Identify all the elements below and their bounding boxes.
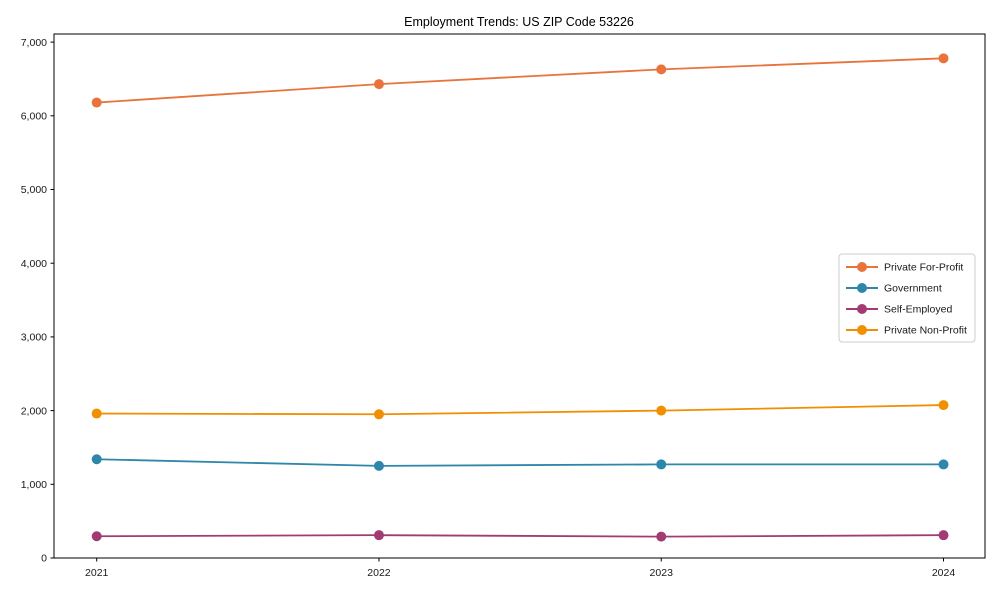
data-point xyxy=(656,64,667,75)
data-point xyxy=(656,459,667,470)
legend-swatch-marker xyxy=(857,304,867,314)
data-point xyxy=(373,79,384,90)
legend-label: Private Non-Profit xyxy=(884,325,967,337)
y-tick-label: 6,000 xyxy=(21,110,47,122)
legend-item-private-non-profit: Private Non-Profit xyxy=(846,325,967,337)
data-point xyxy=(938,459,949,470)
data-point xyxy=(91,454,102,465)
legend-box xyxy=(838,253,976,343)
legend-label: Private For-Profit xyxy=(884,262,963,274)
data-point xyxy=(91,408,102,419)
legend-item-self-employed: Self-Employed xyxy=(846,304,952,316)
series-path xyxy=(95,458,945,467)
legend-item-government: Government xyxy=(846,283,942,295)
legend-swatch-marker xyxy=(857,262,867,272)
y-tick-label: 0 xyxy=(41,553,47,565)
legend-label: Self-Employed xyxy=(884,304,952,316)
x-tick-label: 2023 xyxy=(650,567,674,579)
series-path xyxy=(95,404,945,416)
legend-label: Government xyxy=(884,283,942,295)
data-point xyxy=(938,530,949,541)
series-self-employed xyxy=(91,530,949,542)
y-tick-label: 5,000 xyxy=(21,184,47,196)
series-government xyxy=(91,454,949,471)
y-tick-label: 3,000 xyxy=(21,332,47,344)
y-tick-label: 2,000 xyxy=(21,405,47,417)
legend-item-private-for-profit: Private For-Profit xyxy=(846,262,963,274)
data-point xyxy=(373,460,384,471)
series-layer xyxy=(91,53,949,542)
x-tick-label: 2024 xyxy=(932,567,956,579)
y-tick-label: 4,000 xyxy=(21,258,47,270)
data-point xyxy=(373,530,384,541)
data-point xyxy=(656,531,667,542)
x-tick-label: 2022 xyxy=(367,567,391,579)
legend-swatch-marker xyxy=(857,325,867,335)
data-point xyxy=(91,531,102,542)
plot-area: 0 1,000 2,000 3,000 4,000 5,000 6,000 7,000 2021… xyxy=(21,33,986,579)
data-point xyxy=(373,409,384,420)
series-private-non-profit xyxy=(91,400,949,420)
legend: Private For-Profit Government Self-Employe… xyxy=(838,253,976,343)
data-point xyxy=(938,53,949,64)
chart-title: Employment Trends: US ZIP Code 53226 xyxy=(404,15,634,29)
y-tick-label: 7,000 xyxy=(21,37,47,49)
series-private-for-profit xyxy=(91,53,949,108)
data-point xyxy=(938,400,949,411)
plot-border xyxy=(53,33,986,559)
legend-swatch-marker xyxy=(857,283,867,293)
data-point xyxy=(91,97,102,108)
series-path xyxy=(95,534,945,538)
data-point xyxy=(656,405,667,416)
series-path xyxy=(95,57,945,104)
y-tick-label: 1,000 xyxy=(21,479,47,491)
x-tick-label: 2021 xyxy=(85,567,109,579)
